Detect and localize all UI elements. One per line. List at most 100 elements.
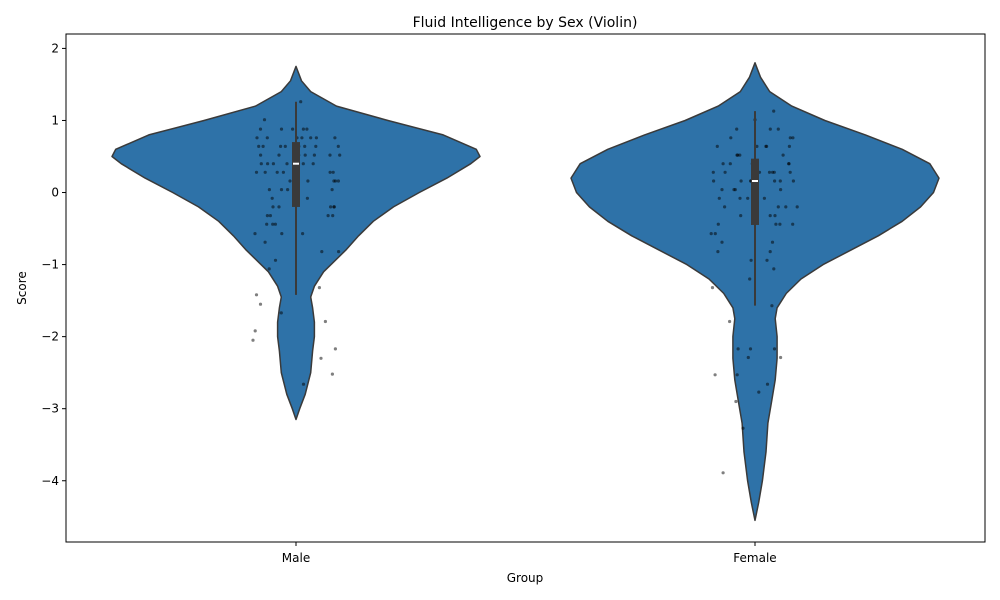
data-point [748,277,752,281]
data-point [258,302,263,306]
data-point [778,179,782,183]
iqr-box-female [751,158,759,225]
iqr-box-male [292,142,300,207]
data-point [712,179,716,183]
data-point [739,179,743,183]
data-point [748,347,753,351]
data-point [770,304,774,308]
data-point [275,170,279,174]
data-point [306,179,310,183]
data-point [716,250,720,254]
strip-points [251,100,799,475]
data-point [270,196,274,200]
y-tick-label: 1 [51,113,59,127]
data-point [314,136,318,140]
data-point [283,144,287,148]
data-point [314,144,318,148]
data-point [738,153,742,157]
data-point [735,127,739,131]
data-point [791,179,796,183]
data-point [746,355,750,360]
data-point [271,162,275,166]
data-point [768,214,772,218]
data-point [772,347,777,351]
data-point [323,319,327,324]
x-axis: Male Female [282,542,777,565]
data-point [279,127,284,131]
data-point [320,250,324,254]
data-point [259,153,263,157]
data-point [279,311,283,315]
data-point [305,127,309,131]
data-point [265,136,269,140]
data-point [728,319,732,324]
data-point [336,144,340,148]
data-point [732,188,736,192]
data-point [337,250,341,254]
data-point [271,205,275,209]
data-point [717,196,721,200]
data-point [265,214,269,218]
data-point [330,372,334,376]
plot-area [65,33,986,543]
x-tick-label-male: Male [282,551,310,565]
data-point [765,382,770,386]
data-point [770,240,775,244]
data-point [735,153,739,157]
data-point [772,170,776,174]
data-point [255,136,259,140]
data-point [301,382,306,386]
data-point [729,136,733,140]
data-point [767,170,772,174]
data-point [309,136,313,140]
y-tick-label: −1 [41,258,59,272]
data-point [263,240,267,244]
y-tick-label: 2 [51,41,59,55]
data-point [273,222,277,226]
data-point [713,373,717,377]
data-point [267,188,271,192]
data-point [715,144,719,148]
data-point [755,144,759,148]
data-point [773,179,777,183]
data-point [735,373,739,377]
data-point [779,188,783,192]
data-point [301,232,305,236]
data-point [251,338,255,342]
data-point [262,118,267,122]
chart-title: Fluid Intelligence by Sex (Violin) [413,15,638,31]
data-point [261,144,265,148]
data-point [277,153,281,157]
data-point [723,205,727,209]
data-point [734,399,738,404]
data-point [291,127,295,131]
data-point [271,222,275,226]
data-point [713,232,717,236]
data-point [336,179,340,183]
data-point [774,222,778,226]
data-point [253,232,257,236]
data-point [326,214,330,218]
data-point [338,153,342,157]
data-point [259,162,263,166]
inner-boxes [292,101,759,306]
data-point [285,162,289,166]
data-point [328,153,332,157]
data-point [330,188,334,192]
data-point [723,170,727,174]
data-point [795,205,799,209]
data-point [281,170,285,174]
data-point [749,258,753,262]
data-point [764,144,768,148]
data-point [773,214,777,218]
data-point [303,144,307,148]
data-point [781,153,785,157]
axes-frame [65,33,986,543]
data-point [268,214,272,218]
data-point [280,232,284,236]
data-point [762,196,767,200]
data-point [787,162,791,166]
data-point [333,136,337,140]
